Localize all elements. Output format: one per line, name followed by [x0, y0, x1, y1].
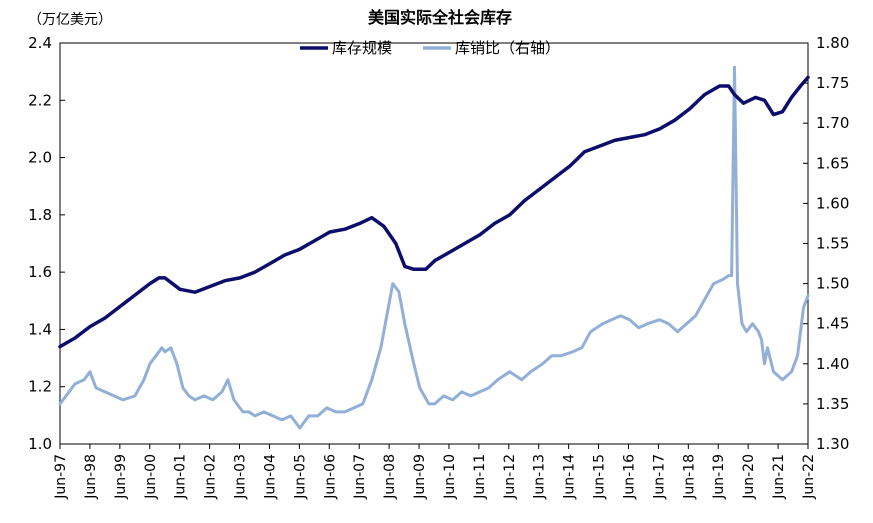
x-axis: Jun-97 Jun-98 Jun-99 Jun-00 Jun-01 Jun-02 Jun-…	[53, 444, 817, 500]
right-tick-label: 1.50	[816, 275, 849, 293]
legend-label-ratio: 库销比（右轴）	[455, 39, 560, 57]
x-tick-label: Jun-15	[592, 454, 608, 500]
left-tick-label: 1.0	[28, 435, 52, 453]
x-tick-label: Jun-07	[352, 454, 368, 500]
series-line-ratio	[58, 65, 810, 430]
right-y-axis: 1.30 1.35 1.40 1.45 1.50 1.55 1.60 1.65 1.70 1.75…	[803, 34, 849, 453]
x-tick-label: Jun-11	[472, 454, 488, 500]
left-tick-label: 1.6	[28, 263, 52, 281]
x-tick-label: Jun-20	[741, 454, 757, 500]
x-tick-label: Jun-19	[711, 454, 727, 500]
x-tick-label: Jun-02	[203, 454, 219, 500]
x-tick-label: Jun-00	[143, 454, 159, 500]
x-tick-label: Jun-08	[382, 454, 398, 500]
legend-label-inventory: 库存规模	[332, 39, 392, 57]
right-tick-label: 1.80	[816, 34, 849, 52]
right-tick-label: 1.70	[816, 114, 849, 132]
x-tick-label: Jun-16	[621, 454, 637, 500]
x-tick-label: Jun-18	[681, 454, 697, 500]
right-tick-label: 1.75	[816, 74, 849, 92]
right-tick-label: 1.45	[816, 315, 849, 333]
right-tick-label: 1.35	[816, 395, 849, 413]
left-tick-label: 1.8	[28, 206, 52, 224]
right-tick-label: 1.30	[816, 435, 849, 453]
x-tick-label: Jun-10	[442, 454, 458, 500]
left-tick-label: 2.2	[28, 91, 52, 109]
x-tick-label: Jun-14	[562, 454, 578, 500]
x-tick-label: Jun-99	[113, 454, 129, 500]
x-tick-label: Jun-06	[322, 454, 338, 500]
series-line-inventory	[58, 75, 810, 349]
x-tick-label: Jun-03	[233, 454, 249, 500]
series-layer	[58, 65, 810, 430]
x-tick-label: Jun-21	[771, 454, 787, 500]
right-tick-label: 1.40	[816, 355, 849, 373]
x-tick-label: Jun-22	[801, 454, 817, 500]
x-tick-label: Jun-98	[83, 454, 99, 500]
legend: 库存规模 库销比（右轴）	[300, 39, 560, 57]
right-tick-label: 1.55	[816, 235, 849, 253]
x-tick-label: Jun-12	[502, 454, 518, 500]
x-tick-label: Jun-05	[292, 454, 308, 500]
x-tick-label: Jun-13	[532, 454, 548, 500]
x-tick-label: Jun-17	[651, 454, 667, 500]
left-tick-label: 1.4	[28, 320, 52, 338]
chart-title: 美国实际全社会库存	[368, 8, 512, 27]
left-tick-label: 2.4	[28, 34, 52, 52]
x-tick-label: Jun-01	[173, 454, 189, 500]
x-tick-label: Jun-97	[53, 454, 69, 500]
right-tick-label: 1.60	[816, 194, 849, 212]
left-tick-label: 2.0	[28, 149, 52, 167]
x-tick-label: Jun-09	[412, 454, 428, 500]
x-tick-label: Jun-04	[262, 454, 278, 500]
left-tick-label: 1.2	[28, 378, 52, 396]
y-unit-label: （万亿美元）	[28, 12, 112, 28]
right-tick-label: 1.65	[816, 154, 849, 172]
left-y-axis: 1.0 1.2 1.4 1.6 1.8 2.0 2.2 2.4	[28, 34, 65, 453]
